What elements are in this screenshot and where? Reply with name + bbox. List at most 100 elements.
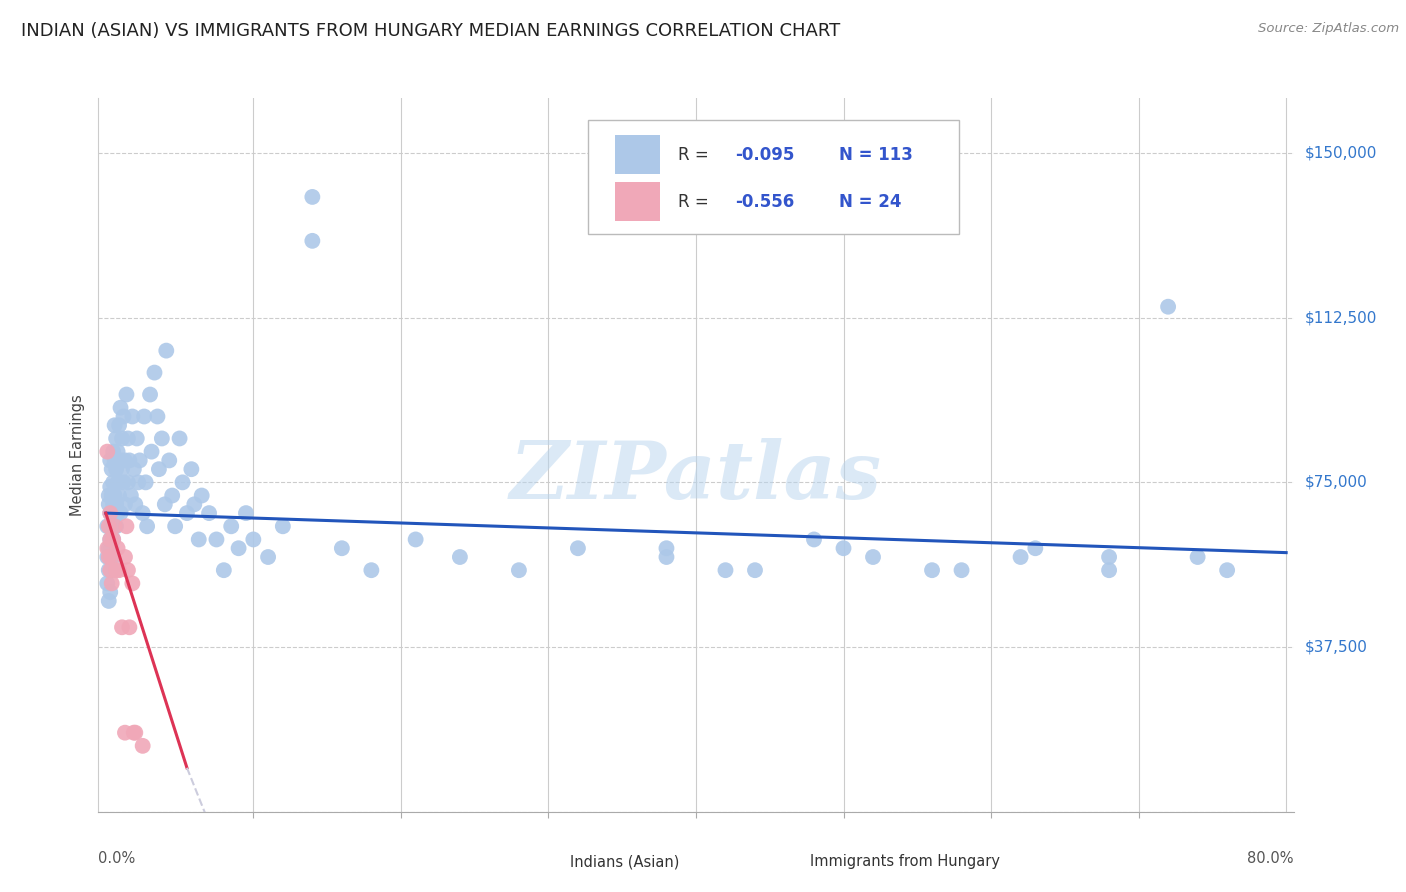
Point [110, 453, 132, 467]
Text: $37,500: $37,500 [1305, 640, 1368, 655]
Point [301, 234, 323, 248]
Point [97, 594, 120, 608]
Point [169, 432, 191, 446]
Point [105, 563, 128, 577]
Point [114, 549, 136, 564]
Point [242, 533, 264, 547]
Point [508, 563, 530, 577]
Point [301, 190, 323, 204]
Point [101, 475, 124, 490]
Point [98, 453, 121, 467]
Point [115, 519, 138, 533]
Point [118, 620, 141, 634]
Point [449, 549, 471, 564]
Point [97, 563, 120, 577]
Point [1216, 563, 1239, 577]
Point [146, 409, 169, 424]
Point [111, 432, 134, 446]
Point [96, 541, 118, 556]
Point [97, 541, 120, 556]
Text: $112,500: $112,500 [1305, 310, 1376, 326]
Point [108, 418, 131, 433]
Point [98, 480, 121, 494]
Point [212, 563, 235, 577]
FancyBboxPatch shape [588, 120, 959, 234]
Point [235, 506, 257, 520]
Point [153, 497, 176, 511]
Point [100, 541, 122, 556]
Text: 80.0%: 80.0% [1247, 851, 1294, 866]
Point [101, 533, 124, 547]
Point [136, 519, 159, 533]
Point [100, 489, 122, 503]
Point [98, 533, 121, 547]
Point [131, 739, 153, 753]
Point [257, 549, 280, 564]
Point [125, 432, 148, 446]
Text: R =: R = [678, 145, 714, 163]
Point [107, 444, 129, 458]
Point [1098, 563, 1121, 577]
Point [107, 475, 129, 490]
Point [108, 563, 131, 577]
Point [330, 541, 353, 556]
Point [1024, 541, 1046, 556]
Point [1010, 549, 1032, 564]
Point [271, 519, 294, 533]
Point [180, 462, 202, 476]
Point [141, 444, 163, 458]
Point [105, 497, 128, 511]
Point [96, 444, 118, 458]
Point [655, 549, 678, 564]
Point [104, 453, 127, 467]
Point [121, 409, 143, 424]
Point [134, 409, 156, 424]
Point [155, 343, 177, 358]
Point [127, 475, 149, 490]
Point [96, 549, 118, 564]
Point [131, 506, 153, 520]
Point [101, 533, 124, 547]
Text: -0.095: -0.095 [735, 145, 794, 163]
Point [122, 462, 145, 476]
Text: $75,000: $75,000 [1305, 475, 1368, 490]
Text: N = 24: N = 24 [839, 193, 901, 211]
Text: -0.556: -0.556 [735, 193, 794, 211]
Point [98, 549, 121, 564]
Point [862, 549, 884, 564]
Point [567, 541, 589, 556]
Point [143, 366, 166, 380]
Point [122, 725, 145, 739]
Point [360, 563, 382, 577]
Point [107, 541, 129, 556]
Point [165, 519, 187, 533]
Point [117, 563, 139, 577]
Point [172, 475, 194, 490]
Y-axis label: Median Earnings: Median Earnings [70, 394, 86, 516]
Point [101, 497, 124, 511]
Point [108, 489, 131, 503]
Point [135, 475, 157, 490]
Point [112, 409, 135, 424]
Point [121, 576, 143, 591]
Point [228, 541, 250, 556]
Point [100, 576, 122, 591]
Point [111, 462, 134, 476]
Point [98, 533, 121, 547]
Point [100, 549, 122, 564]
Text: $150,000: $150,000 [1305, 145, 1376, 161]
Point [921, 563, 943, 577]
Point [101, 549, 124, 564]
Point [205, 533, 228, 547]
Text: 0.0%: 0.0% [98, 851, 135, 866]
Point [655, 541, 678, 556]
Point [124, 497, 146, 511]
Point [117, 475, 139, 490]
Point [112, 475, 135, 490]
Point [157, 453, 180, 467]
Point [96, 576, 118, 591]
Point [105, 432, 128, 446]
Bar [768, 847, 797, 876]
Text: Source: ZipAtlas.com: Source: ZipAtlas.com [1258, 22, 1399, 36]
Point [176, 506, 198, 520]
